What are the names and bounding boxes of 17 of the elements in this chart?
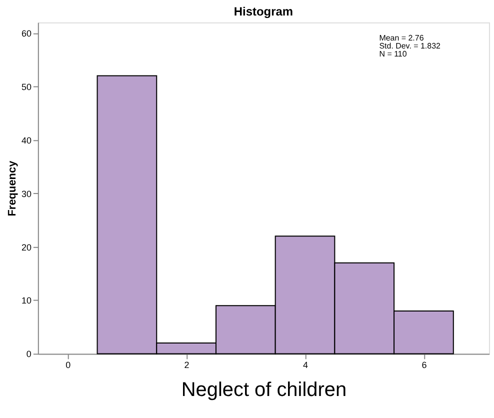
chart-title: Histogram	[234, 4, 294, 18]
x-tick-label: 0	[66, 360, 71, 370]
x-tick-label: 4	[303, 360, 308, 370]
y-tick-label: 0	[26, 349, 32, 360]
y-tick-label: 50	[21, 82, 32, 92]
x-axis-title: Neglect of children	[181, 379, 347, 402]
y-tick-label: 40	[21, 135, 32, 146]
y-tick-label: 10	[21, 296, 32, 306]
x-tick-label: 2	[184, 360, 190, 370]
y-tick-label: 30	[21, 188, 32, 199]
y-tick-label: 20	[21, 242, 32, 252]
annotation: Mean = 2.76	[379, 33, 424, 42]
annotation: Std. Dev. = 1.832	[379, 41, 442, 50]
annotation: N = 110	[379, 49, 408, 58]
y-axis-title: Frequency	[6, 160, 18, 216]
x-tick-label: 6	[422, 360, 427, 370]
y-tick-label: 60	[21, 28, 32, 39]
